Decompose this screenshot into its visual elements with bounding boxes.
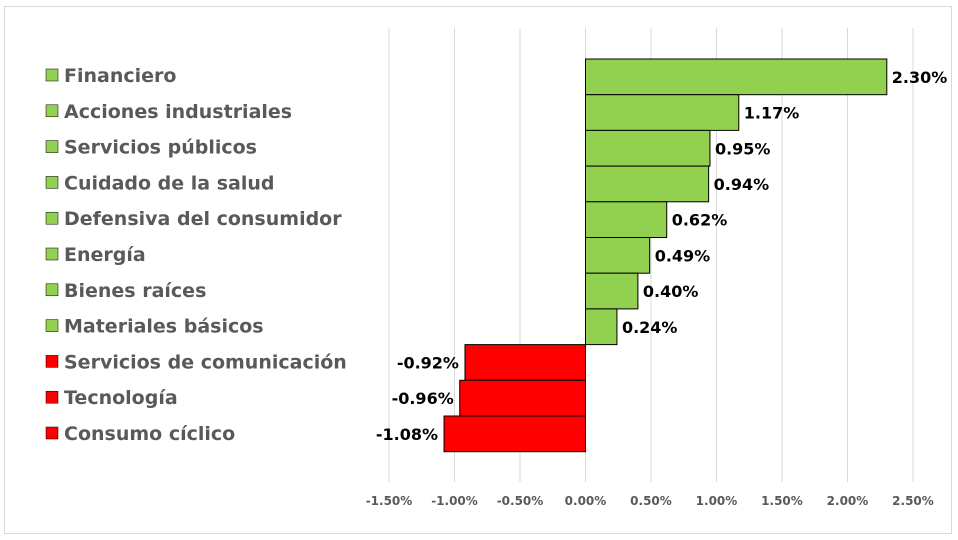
x-tick-label: 2.50%: [892, 494, 934, 508]
legend-swatch: [45, 355, 59, 368]
legend-swatch: [45, 176, 59, 189]
bar: [585, 58, 888, 96]
legend-swatch: [45, 211, 59, 225]
data-label: 0.40%: [643, 282, 699, 301]
x-tick-label: 0.50%: [630, 494, 672, 508]
x-tick-label: -1.50%: [366, 494, 413, 508]
bar: [464, 344, 587, 381]
bar: [443, 415, 586, 453]
x-tick-label: 0.00%: [565, 494, 607, 508]
legend-swatch: [45, 426, 59, 440]
legend-swatch: [45, 68, 59, 82]
data-label: 0.49%: [655, 246, 711, 265]
legend-label: Defensiva del consumidor: [64, 208, 342, 230]
data-labels: 2.30% 1.17% 0.95% 0.94% 0.62% 0.49% 0.40% 0.24%…: [376, 68, 947, 444]
legend-swatch: [45, 390, 59, 404]
x-axis-ticks: -1.50% -1.00% -0.50% 0.00% 0.50% 1.00% 1.50% 2.…: [366, 494, 934, 508]
legend-label: Financiero: [64, 65, 176, 87]
x-tick-label: -0.50%: [497, 494, 544, 508]
x-tick-label: 2.00%: [827, 494, 869, 508]
legend-swatch: [45, 319, 59, 332]
legend-label: Tecnología: [64, 387, 178, 409]
x-tick-label: 1.00%: [696, 494, 738, 508]
legend-label: Bienes raíces: [64, 280, 206, 302]
data-label: -0.96%: [392, 389, 454, 408]
legend-label: Consumo cíclico: [64, 423, 235, 445]
legend-label: Energía: [64, 244, 146, 266]
bar: [585, 94, 740, 131]
bar: [585, 272, 639, 310]
legend-label: Cuidado de la salud: [64, 172, 275, 194]
data-label: 1.17%: [744, 104, 800, 123]
bar: [585, 201, 668, 239]
bar: [585, 237, 651, 274]
legend-swatch: [45, 140, 59, 153]
bar: [459, 379, 586, 417]
bar: [585, 165, 710, 203]
legend-label: Servicios de comunicación: [64, 351, 347, 373]
legend-label: Servicios públicos: [64, 137, 257, 159]
x-tick-label: 1.50%: [761, 494, 803, 508]
x-tick-label: -1.00%: [431, 494, 478, 508]
data-label: 0.94%: [714, 175, 770, 194]
data-label: -0.92%: [397, 353, 459, 372]
legend-swatch: [45, 283, 59, 297]
legend-swatch: [45, 104, 59, 118]
legend: Financiero Acciones industriales Servicios…: [45, 65, 347, 445]
data-label: 2.30%: [892, 68, 948, 87]
data-label: -1.08%: [376, 425, 438, 444]
bar: [585, 129, 711, 167]
legend-label: Acciones industriales: [64, 101, 292, 123]
data-label: 0.95%: [715, 139, 771, 158]
bar: [585, 308, 618, 346]
bars: [443, 58, 888, 453]
data-label: 0.24%: [622, 318, 678, 337]
gridlines: [388, 28, 914, 482]
data-label: 0.62%: [672, 211, 728, 230]
legend-label: Materiales básicos: [64, 316, 264, 338]
legend-swatch: [45, 247, 59, 261]
